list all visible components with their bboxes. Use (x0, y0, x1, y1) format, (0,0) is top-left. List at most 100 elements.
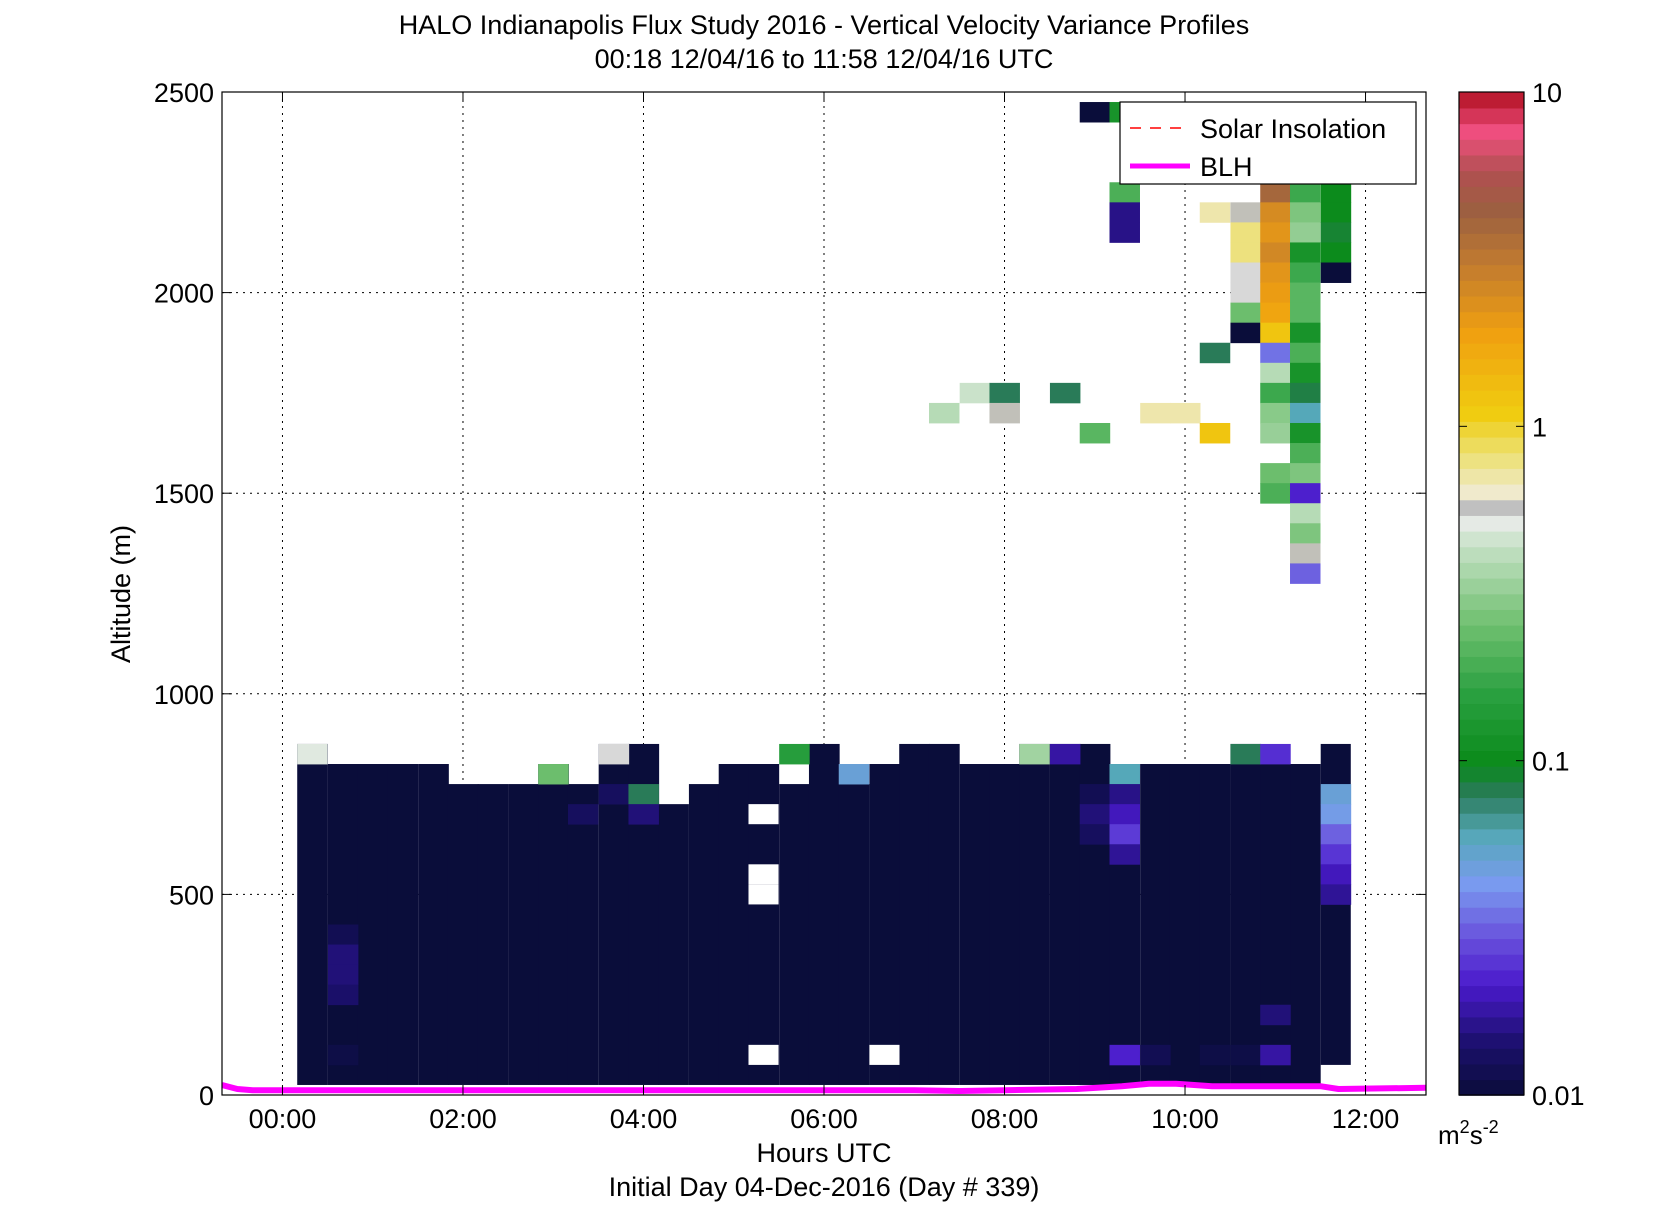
background-column (779, 784, 810, 1085)
heatmap-cell (327, 1044, 359, 1066)
colorbar-segment (1459, 186, 1524, 203)
heatmap-cell (1320, 202, 1352, 223)
x-tick-label: 10:00 (1151, 1104, 1219, 1134)
heatmap-cell (327, 984, 359, 1006)
colorbar-segment (1459, 938, 1524, 955)
heatmap-cell (1230, 282, 1261, 304)
heatmap-cell (1079, 784, 1111, 805)
heatmap-cell (1290, 443, 1321, 464)
heatmap-cell (1019, 743, 1050, 765)
x-tick-label: 08:00 (971, 1104, 1039, 1134)
colorbar-segment (1459, 248, 1524, 266)
colorbar-segment (1459, 875, 1524, 893)
heatmap-cell (327, 964, 359, 986)
background-column (387, 764, 419, 1085)
colorbar-segment (1459, 891, 1524, 908)
heatmap-cell (1260, 302, 1291, 324)
colorbar-segment (1459, 750, 1524, 767)
heatmap-cell (297, 743, 328, 765)
x-axis-label: Hours UTC (756, 1138, 891, 1168)
heatmap-cell (1320, 844, 1352, 865)
heatmap-cell (1290, 242, 1321, 263)
background-column (357, 764, 389, 1085)
heatmap-cell (1320, 222, 1352, 243)
colorbar-segment (1459, 123, 1524, 140)
background-column (959, 764, 991, 1085)
background-column (418, 764, 449, 1085)
x-tick-label: 06:00 (790, 1104, 858, 1134)
heatmap-cell (1109, 824, 1140, 845)
data-gap (748, 864, 779, 885)
background-column (808, 743, 840, 1085)
heatmap-cell (1049, 743, 1081, 765)
heatmap-cell (1290, 523, 1321, 544)
colorbar-segment (1459, 922, 1524, 940)
colorbar-tick-label: 10 (1532, 78, 1562, 108)
x-tick-label: 00:00 (249, 1104, 317, 1134)
heatmap-cell (1290, 362, 1321, 384)
heatmap-cell (1230, 302, 1261, 324)
heatmap-cell (1290, 563, 1321, 584)
background-column (1049, 743, 1081, 1085)
heatmap-cell (1109, 182, 1140, 203)
heatmap-cell (1169, 402, 1201, 424)
background-column (989, 764, 1021, 1085)
colorbar-unit-mid: s (1470, 1120, 1483, 1150)
colorbar-segment (1459, 92, 1524, 109)
background-column (869, 764, 901, 1085)
colorbar-segment (1459, 953, 1524, 971)
background-column (447, 784, 479, 1085)
heatmap-cell (1140, 402, 1171, 424)
colorbar-segment (1459, 546, 1524, 563)
colorbar-segment (1459, 734, 1524, 752)
heatmap-cell (1199, 342, 1231, 364)
heatmap-cell (1260, 382, 1291, 404)
colorbar-segment (1459, 687, 1524, 705)
heatmap-cell (628, 784, 659, 805)
colorbar-tick-label: 0.1 (1532, 747, 1570, 777)
heatmap-cell (327, 924, 359, 945)
heatmap-cell (538, 764, 569, 785)
data-gap (748, 1044, 779, 1065)
heatmap-cell (1230, 1044, 1261, 1066)
x-tick-label: 02:00 (429, 1104, 497, 1134)
heatmap-cell (838, 764, 870, 785)
colorbar-segment (1459, 828, 1524, 846)
colorbar-segment (1459, 718, 1524, 736)
colorbar-segment (1459, 640, 1524, 657)
heatmap-cell (1109, 804, 1140, 825)
colorbar-segment (1459, 295, 1524, 313)
colorbar-segment (1459, 170, 1524, 187)
heatmap-cell (1320, 242, 1352, 263)
background-column (688, 784, 720, 1085)
heatmap-cell (1290, 483, 1321, 504)
heatmap-cell (1260, 222, 1291, 243)
heatmap-cell (1230, 242, 1261, 263)
background-column (1019, 743, 1050, 1085)
y-tick-label: 2500 (154, 78, 214, 108)
colorbar-segment (1459, 593, 1524, 610)
colorbar-segment (1459, 906, 1524, 924)
background-column (538, 764, 569, 1085)
heatmap-cell (1079, 804, 1111, 825)
colorbar-segment (1459, 562, 1524, 579)
heatmap-cell (1260, 483, 1291, 504)
heatmap-cell (1260, 463, 1291, 484)
heatmap-cell (1230, 322, 1261, 344)
heatmap-cell (567, 804, 599, 825)
heatmap-cell (1109, 784, 1140, 805)
colorbar-unit-exp1: 2 (1460, 1117, 1470, 1137)
colorbar-unit-base: m (1438, 1120, 1460, 1150)
heatmap-cell (1199, 1044, 1231, 1066)
x-axis-sublabel: Initial Day 04-Dec-2016 (Day # 339) (609, 1172, 1040, 1202)
y-axis-label: Altitude (m) (106, 525, 136, 663)
heatmap-cell (1260, 322, 1291, 344)
colorbar-segment (1459, 577, 1524, 595)
colorbar-segment (1459, 765, 1524, 783)
heatmap-cell (1290, 182, 1321, 203)
colorbar-segment (1459, 703, 1524, 720)
legend-solar-label: Solar Insolation (1200, 114, 1386, 144)
background-column (928, 743, 960, 1085)
heatmap-cell (327, 944, 359, 966)
heatmap-cell (1230, 743, 1261, 765)
